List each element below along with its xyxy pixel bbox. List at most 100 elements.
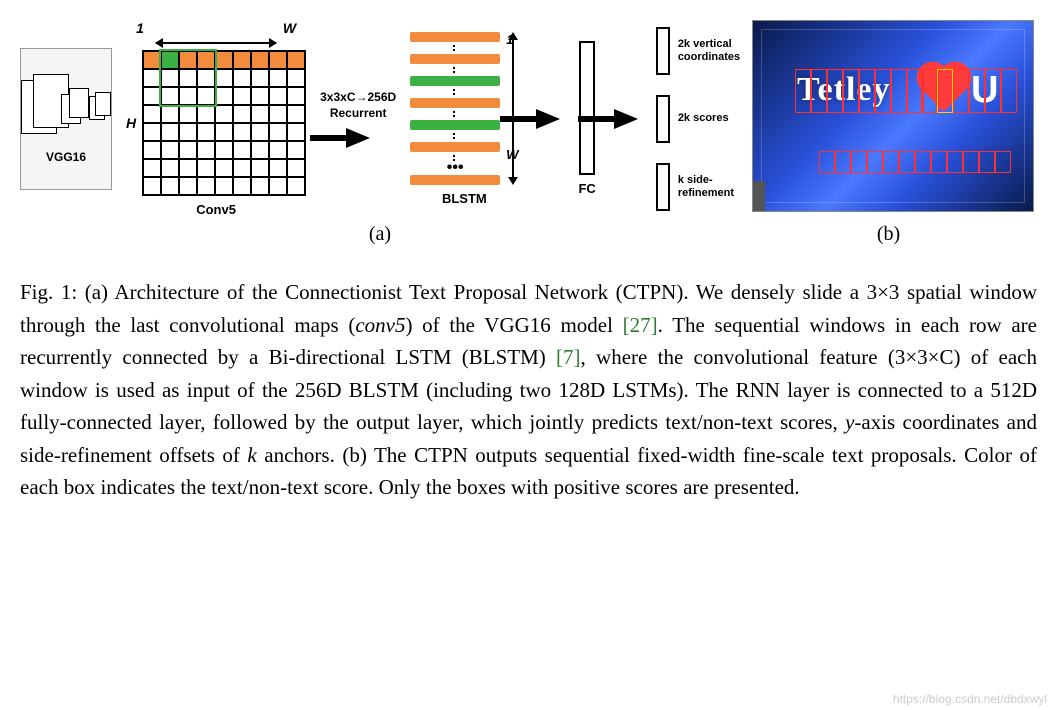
lstm-bar: [410, 98, 500, 108]
output-label: 2k vertical coordinates: [678, 38, 748, 63]
grid-cell: [233, 177, 251, 195]
conv5-top-1: 1: [136, 20, 144, 36]
detection-box: [947, 151, 963, 173]
grid-cell: [287, 105, 305, 123]
lstm-bar: [410, 76, 500, 86]
grid-cell: [287, 69, 305, 87]
grid-cell: [161, 105, 179, 123]
detection-box: [795, 69, 811, 113]
vgg16-label: VGG16: [46, 150, 86, 164]
detection-row-2: [819, 151, 1011, 173]
output-bar-icon: [656, 27, 670, 75]
grid-cell: [143, 177, 161, 195]
detection-box: [1001, 69, 1017, 113]
conv5-width-arrow-icon: [156, 38, 276, 48]
citation-27[interactable]: [27]: [623, 313, 658, 337]
detection-box: [883, 151, 899, 173]
arrow-text-line1: 3x3xC→256D: [320, 90, 396, 104]
grid-cell: [197, 51, 215, 69]
lstm-bar: [410, 175, 500, 185]
conv5-h-label: H: [126, 115, 136, 131]
detection-box: [953, 69, 969, 113]
grid-cell: [197, 141, 215, 159]
citation-7[interactable]: [7]: [556, 345, 581, 369]
grid-cell: [179, 51, 197, 69]
vgg16-block: VGG16: [20, 48, 112, 190]
conv5-caption: Conv5: [196, 202, 236, 217]
watermark: https://blog.csdn.net/dbdxwyl: [893, 692, 1047, 706]
arrow-text-line2: Recurrent: [330, 106, 387, 120]
grid-cell: [233, 141, 251, 159]
pole: [753, 181, 765, 211]
grid-cell: [215, 141, 233, 159]
grid-cell: [161, 51, 179, 69]
grid-cell: [143, 141, 161, 159]
blstm-caption: BLSTM: [442, 191, 487, 206]
lstm-bar: [410, 54, 500, 64]
grid-cell: [233, 69, 251, 87]
grid-cell: [251, 51, 269, 69]
grid-cell: [215, 105, 233, 123]
detection-row-1: [795, 69, 939, 113]
figure-row: VGG16 1 W H Conv5 3x3xC→256D: [20, 20, 1037, 217]
detection-box: [891, 69, 907, 113]
height-arrow-icon: [508, 32, 518, 185]
grid-cell: [215, 51, 233, 69]
grid-cell: [251, 123, 269, 141]
caption-conv5: conv5: [355, 313, 405, 337]
grid-cell: [143, 87, 161, 105]
detection-box: [867, 151, 883, 173]
connection-dots-icon: [453, 45, 457, 51]
grid-cell: [251, 159, 269, 177]
grid-cell: [269, 87, 287, 105]
detection-box: [859, 69, 875, 113]
detection-box: [915, 151, 931, 173]
detection-box: [937, 69, 953, 113]
detection-box: [899, 151, 915, 173]
lstm-bar: [410, 120, 500, 130]
grid-cell: [179, 159, 197, 177]
grid-cell: [215, 123, 233, 141]
detection-box: [875, 69, 891, 113]
detection-box: [851, 151, 867, 173]
grid-cell: [197, 177, 215, 195]
grid-cell: [233, 87, 251, 105]
right-arrow-icon: [346, 128, 370, 148]
connection-dots-icon: [453, 111, 457, 117]
ellipsis-icon: •••: [447, 164, 464, 172]
grid-cell: [143, 123, 161, 141]
detection-box: [921, 69, 937, 113]
grid-cell: [215, 159, 233, 177]
lstm-bar: [410, 142, 500, 152]
subfigure-b-label: (b): [740, 223, 1037, 246]
output-label: 2k scores: [678, 112, 748, 125]
fc-layer-icon: [579, 41, 595, 175]
grid-cell: [179, 141, 197, 159]
detection-box: [969, 69, 985, 113]
grid-cell: [269, 105, 287, 123]
grid-cell: [269, 177, 287, 195]
grid-cell: [269, 141, 287, 159]
grid-cell: [233, 159, 251, 177]
subfigure-a-architecture: VGG16 1 W H Conv5 3x3xC→256D: [20, 20, 740, 217]
caption-yaxis: y: [845, 410, 854, 434]
detection-box: [835, 151, 851, 173]
grid-cell: [251, 87, 269, 105]
detection-box: [985, 69, 1001, 113]
grid-cell: [179, 87, 197, 105]
grid-cell: [143, 159, 161, 177]
grid-cell: [143, 51, 161, 69]
grid-cell: [269, 123, 287, 141]
output-bar-icon: [656, 95, 670, 143]
output-bar-icon: [656, 163, 670, 211]
detection-box: [811, 69, 827, 113]
subfigure-labels: (a) (b): [20, 223, 1037, 246]
blstm-stack: •••: [410, 32, 500, 185]
grid-cell: [179, 177, 197, 195]
caption-after-conv5: ) of the VGG16 model: [406, 313, 623, 337]
figure-caption: Fig. 1: (a) Architecture of the Connecti…: [20, 276, 1037, 504]
billboard-frame: [761, 29, 1025, 203]
grid-cell: [251, 141, 269, 159]
detection-box: [995, 151, 1011, 173]
grid-cell: [197, 87, 215, 105]
